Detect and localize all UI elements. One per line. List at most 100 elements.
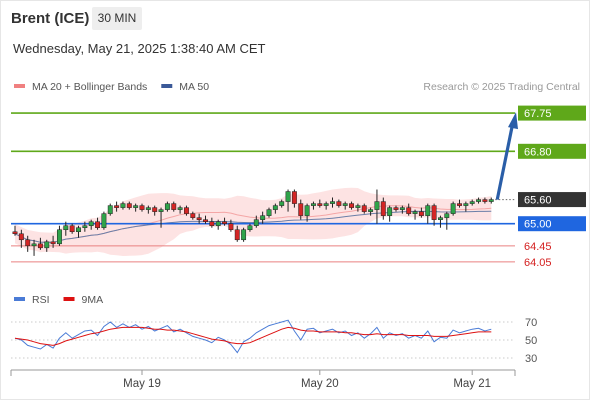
- candle: [209, 221, 215, 226]
- chart-timestamp: Wednesday, May 21, 2025 1:38:40 AM CET: [13, 41, 266, 56]
- candle: [171, 203, 177, 210]
- legend-label-2: MA 50: [179, 81, 209, 93]
- candle: [139, 205, 145, 210]
- candle: [361, 205, 367, 212]
- candle: [37, 243, 43, 249]
- candle: [158, 209, 164, 212]
- candle: [399, 207, 405, 210]
- level-tag-65.00: [518, 216, 586, 232]
- candle: [228, 223, 234, 230]
- osc-legend-swatch-2: [63, 297, 75, 301]
- candle: [63, 225, 69, 230]
- candle: [76, 227, 81, 232]
- candle: [133, 205, 139, 208]
- candle: [247, 225, 253, 230]
- candle: [31, 243, 37, 247]
- level-tag-65.60: [518, 192, 586, 208]
- candle: [291, 191, 297, 204]
- candle: [12, 231, 18, 235]
- candle: [387, 207, 393, 216]
- candle: [184, 207, 189, 214]
- candle: [234, 229, 240, 241]
- level-label-66.80: 66.80: [524, 146, 552, 158]
- source-credit: Research © 2025 Trading Central: [423, 81, 580, 93]
- rsi-tick-30: 30: [525, 353, 537, 365]
- osc-legend-label-2: 9MA: [82, 294, 104, 306]
- candle: [69, 225, 75, 232]
- candle: [330, 201, 335, 204]
- candle: [18, 233, 24, 241]
- candle: [25, 239, 31, 247]
- candle: [177, 207, 183, 210]
- candle: [253, 219, 259, 226]
- candle: [145, 207, 151, 210]
- candle: [101, 213, 107, 228]
- rsi-line: [14, 319, 492, 354]
- x-tick-label-1: May 19: [123, 378, 161, 390]
- level-tag-67.75: [518, 105, 586, 121]
- candle: [444, 213, 450, 218]
- x-tick-label-2: May 20: [301, 378, 339, 390]
- candle: [336, 201, 342, 206]
- candle: [107, 205, 113, 214]
- candle: [190, 213, 196, 218]
- rsi-tick-50: 50: [525, 335, 537, 347]
- candle: [272, 205, 278, 210]
- candle: [488, 199, 494, 202]
- candle: [476, 199, 482, 202]
- candle: [304, 205, 310, 216]
- candle: [342, 203, 348, 206]
- candle: [380, 201, 386, 216]
- candle: [406, 207, 412, 214]
- target-arrow-shaft: [495, 121, 515, 200]
- timeframe-badge[interactable]: 30 MIN: [92, 7, 142, 30]
- candle: [260, 215, 266, 220]
- candle: [95, 221, 100, 228]
- candle: [285, 191, 291, 202]
- candle: [457, 203, 462, 206]
- candle: [418, 211, 424, 216]
- level-label-65.00: 65.00: [524, 219, 552, 231]
- candle: [164, 203, 170, 210]
- level-label-67.75: 67.75: [524, 108, 552, 120]
- candle: [126, 203, 132, 208]
- candle: [203, 219, 208, 222]
- candle: [279, 201, 285, 206]
- candle: [323, 203, 329, 206]
- bollinger-band: [15, 187, 492, 256]
- candle: [311, 203, 316, 206]
- candle: [425, 205, 431, 216]
- legend-swatch-2: [161, 84, 173, 88]
- candle: [114, 205, 120, 208]
- candle: [469, 201, 475, 204]
- candle: [298, 203, 304, 216]
- legend-swatch-1: [14, 84, 25, 88]
- instrument-title: Brent (ICE): [11, 10, 90, 27]
- candle: [355, 205, 361, 208]
- candle: [152, 207, 158, 212]
- level-label-65.60: 65.60: [524, 195, 552, 207]
- candle: [196, 217, 202, 220]
- candle: [50, 241, 56, 245]
- candles-group: [12, 189, 494, 256]
- ma50-line: [14, 210, 492, 243]
- candle: [215, 221, 221, 226]
- candle: [438, 217, 443, 220]
- candle: [431, 205, 437, 220]
- candle: [82, 225, 88, 228]
- candle: [463, 203, 469, 206]
- rsi-ma9-line: [14, 326, 492, 346]
- candle: [349, 203, 355, 208]
- candle: [412, 211, 418, 214]
- candle: [393, 207, 399, 210]
- candle: [374, 201, 380, 210]
- rsi-tick-70: 70: [525, 317, 537, 329]
- candle: [120, 203, 126, 208]
- candle: [482, 199, 488, 202]
- candle: [317, 203, 323, 206]
- candle: [222, 221, 228, 224]
- target-arrow-head: [508, 112, 518, 130]
- candle: [44, 241, 50, 249]
- candle: [450, 203, 456, 214]
